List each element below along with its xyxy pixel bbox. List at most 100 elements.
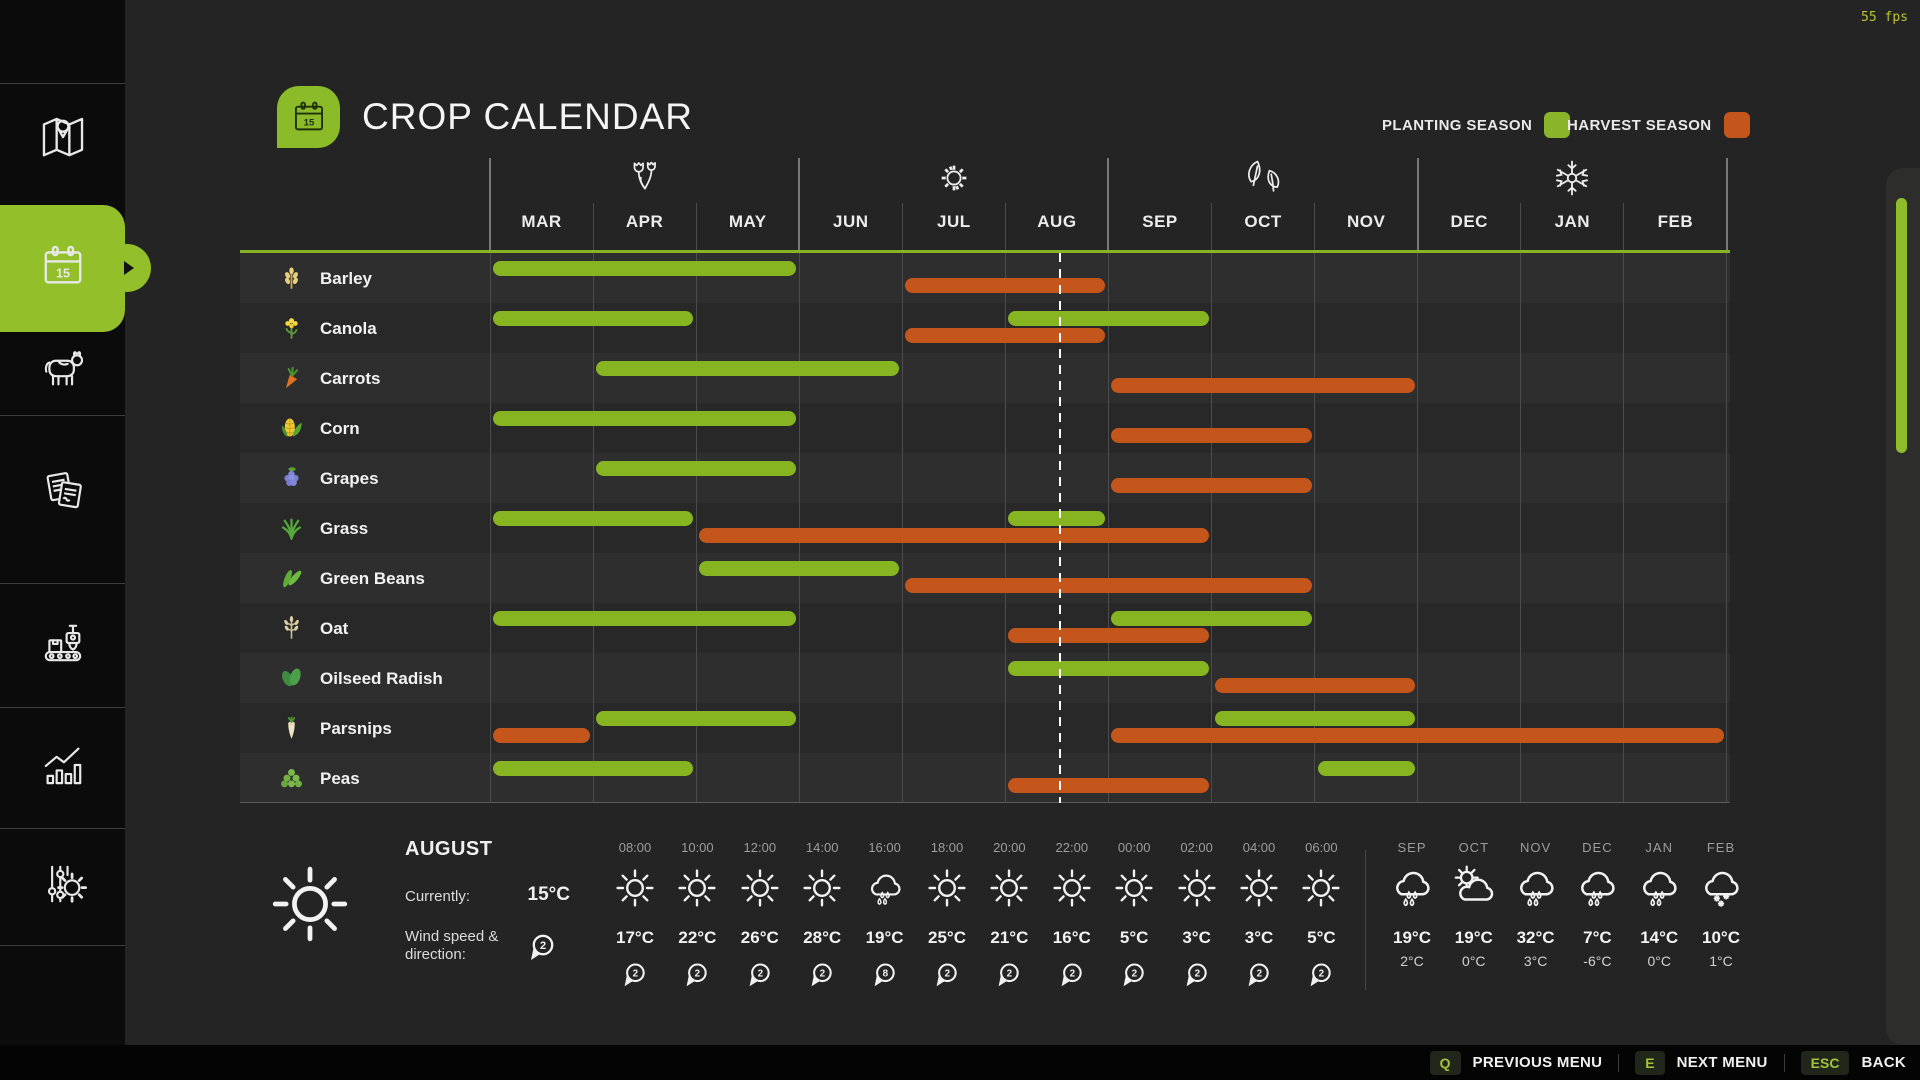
bar-harvest-season xyxy=(1111,478,1312,493)
legend-swatch xyxy=(1544,112,1571,138)
map-icon xyxy=(34,109,92,172)
hourly-time: 06:00 xyxy=(1305,840,1338,855)
menu-label: BACK xyxy=(1861,1054,1906,1071)
monthly-high-temp: 7°C xyxy=(1583,928,1612,947)
month-header-jan: JAN xyxy=(1554,212,1591,231)
crop-row xyxy=(240,403,1730,453)
bar-harvest-season xyxy=(493,728,591,743)
crop-row xyxy=(240,353,1730,403)
month-header-mar: MAR xyxy=(521,212,562,231)
sliders-gear-icon xyxy=(34,855,92,918)
month-tick xyxy=(1211,203,1213,253)
month-gridline xyxy=(1520,253,1522,803)
hourly-temp: 5°C xyxy=(1119,928,1149,947)
crop-name: Green Beans xyxy=(320,569,425,588)
bar-planting-season xyxy=(596,361,900,376)
scrollbar-thumb[interactable] xyxy=(1896,198,1907,453)
bar-harvest-season xyxy=(1111,728,1724,743)
menu-action-previous-menu[interactable]: Q PREVIOUS MENU xyxy=(1429,1050,1603,1075)
crop-icon-corn xyxy=(278,414,305,441)
monthly-low-temp: 0°C xyxy=(1647,953,1671,969)
menu-divider xyxy=(1783,1053,1785,1072)
sidebar-item-crop-calendar[interactable] xyxy=(0,218,125,318)
calendar-icon xyxy=(34,237,92,300)
legend-swatch xyxy=(1723,112,1750,138)
bar-planting-season xyxy=(596,461,797,476)
bar-harvest-season xyxy=(1214,678,1415,693)
monthly-label: DEC xyxy=(1582,840,1613,855)
hourly-wind-badge: 2 xyxy=(808,962,838,992)
current-temperature: 15°C xyxy=(527,884,570,905)
crop-calendar-badge-icon xyxy=(277,86,340,148)
hourly-temp: 3°C xyxy=(1244,928,1274,947)
sidebar-item-animals[interactable] xyxy=(0,320,125,420)
header-underline xyxy=(240,250,1730,253)
sidebar-divider xyxy=(0,83,125,84)
sidebar-item-contracts[interactable] xyxy=(0,440,125,540)
crop-row xyxy=(240,453,1730,503)
hourly-temp: 16°C xyxy=(1052,928,1091,947)
bar-planting-season xyxy=(1214,711,1415,726)
svg-text:2: 2 xyxy=(1007,968,1013,979)
menu-action-next-menu[interactable]: E NEXT MENU xyxy=(1635,1050,1767,1075)
hourly-weather-sun-icon xyxy=(675,866,719,915)
hourly-wind-badge: 2 xyxy=(1058,962,1088,992)
monthly-label: FEB xyxy=(1706,840,1736,855)
hourly-wind-badge: 2 xyxy=(1307,962,1337,992)
hourly-wind-badge: 2 xyxy=(746,962,776,992)
bar-planting-season xyxy=(493,411,797,426)
bar-planting-season xyxy=(699,561,900,576)
monthly-low-temp: 1°C xyxy=(1709,953,1733,969)
hourly-temp: 3°C xyxy=(1182,928,1211,947)
month-header-oct: OCT xyxy=(1244,212,1282,231)
hourly-temp: 5°C xyxy=(1307,928,1336,947)
hourly-weather-sun-icon xyxy=(800,866,844,915)
crop-name: Carrots xyxy=(320,369,381,388)
hourly-time: 10:00 xyxy=(681,840,714,855)
currently-label: Currently: xyxy=(405,888,471,905)
month-tick xyxy=(1416,158,1419,253)
hourly-temp: 19°C xyxy=(865,928,904,947)
monthly-weather-rain-icon xyxy=(1634,862,1684,917)
bar-harvest-season xyxy=(905,328,1106,343)
month-header-apr: APR xyxy=(625,212,664,231)
sidebar-item-production[interactable] xyxy=(0,595,125,695)
sidebar-divider xyxy=(0,828,125,829)
sidebar-item-statistics[interactable] xyxy=(0,717,125,817)
hourly-time: 00:00 xyxy=(1117,840,1151,855)
season-autumn-icon xyxy=(1241,156,1285,205)
monthly-low-temp: 2°C xyxy=(1400,953,1424,969)
documents-icon xyxy=(34,459,92,522)
sidebar-item-settings[interactable] xyxy=(0,836,125,936)
crop-icon-grapes xyxy=(278,464,305,491)
hourly-temp: 28°C xyxy=(803,928,842,947)
svg-text:2: 2 xyxy=(757,968,763,979)
bar-harvest-season xyxy=(905,578,1312,593)
monthly-weather-cloud-sun-icon xyxy=(1449,862,1499,917)
hourly-wind-badge: 2 xyxy=(1183,962,1213,992)
month-header-jun: JUN xyxy=(833,212,869,231)
hourly-temp: 17°C xyxy=(616,928,654,947)
month-gridline xyxy=(1417,253,1419,803)
legend-item-planting: PLANTING SEASON xyxy=(1382,112,1571,138)
crop-row xyxy=(240,653,1730,703)
hourly-time: 20:00 xyxy=(993,840,1026,855)
month-tick xyxy=(1623,203,1625,253)
month-gridline xyxy=(489,253,491,803)
legend-label: HARVEST SEASON xyxy=(1567,116,1712,134)
hourly-time: 08:00 xyxy=(618,840,652,855)
svg-text:2: 2 xyxy=(540,940,546,952)
month-gridline xyxy=(592,253,594,803)
crop-name: Oilseed Radish xyxy=(320,669,443,688)
legend-item-harvest: HARVEST SEASON xyxy=(1567,112,1750,138)
hourly-weather-sun-icon xyxy=(925,866,969,915)
hourly-temp: 22°C xyxy=(678,928,717,947)
sidebar-item-map[interactable] xyxy=(0,90,125,190)
sidebar xyxy=(0,0,151,1080)
menu-action-back[interactable]: ESC BACK xyxy=(1800,1050,1906,1075)
svg-text:2: 2 xyxy=(695,968,701,979)
cow-icon xyxy=(34,339,92,402)
hourly-wind-badge: 2 xyxy=(933,962,963,992)
month-header-jul: JUL xyxy=(937,212,971,231)
